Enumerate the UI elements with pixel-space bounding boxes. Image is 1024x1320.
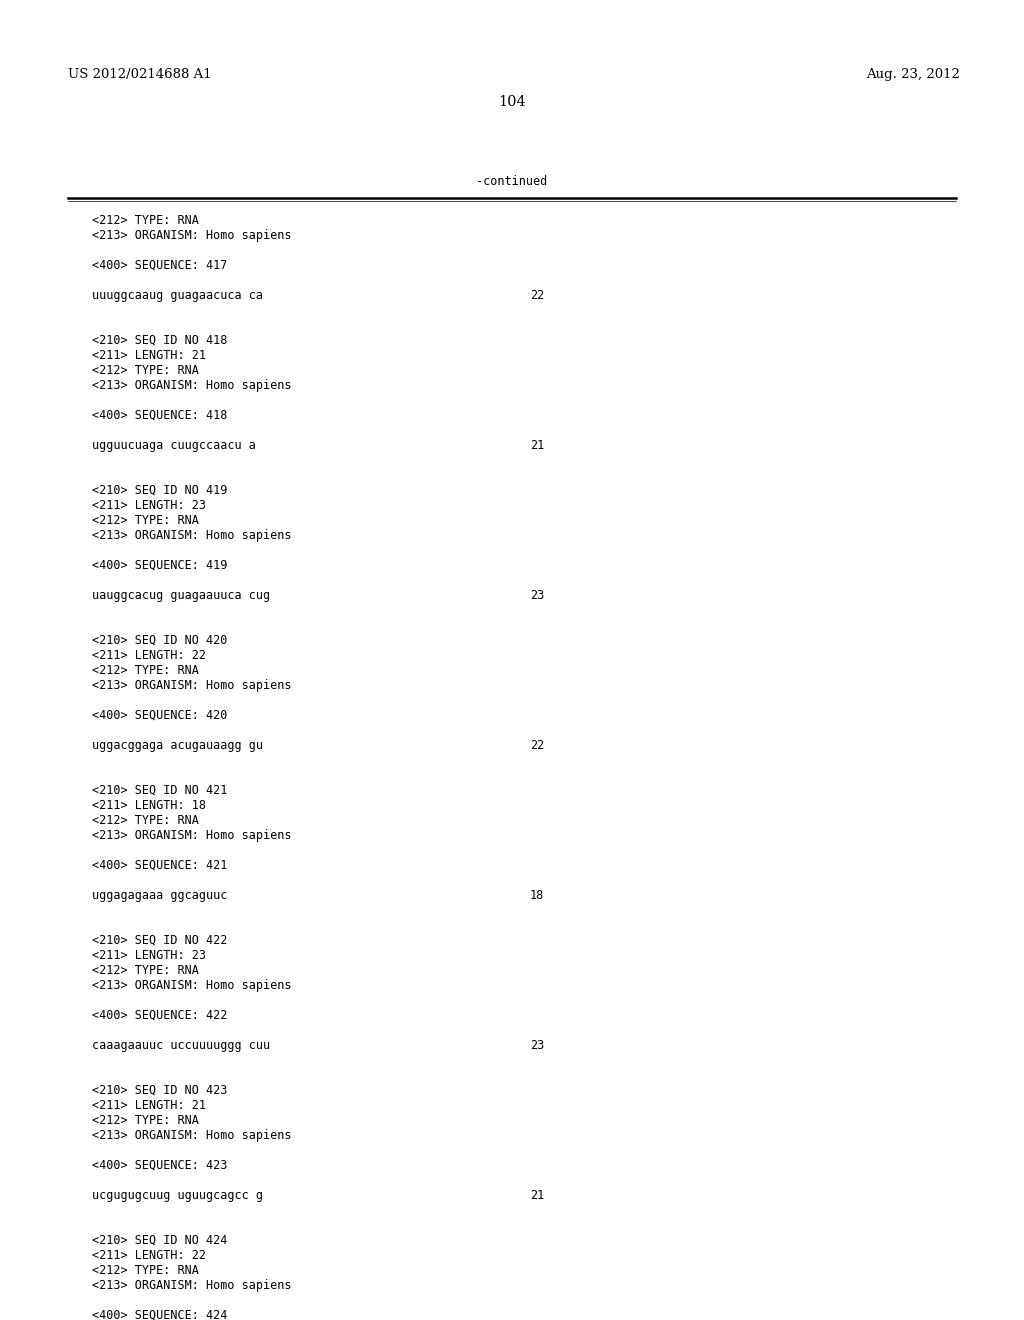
Text: <213> ORGANISM: Homo sapiens: <213> ORGANISM: Homo sapiens (92, 1279, 292, 1292)
Text: uuuggcaaug guagaacuca ca: uuuggcaaug guagaacuca ca (92, 289, 263, 302)
Text: 22: 22 (530, 739, 544, 752)
Text: <400> SEQUENCE: 423: <400> SEQUENCE: 423 (92, 1159, 227, 1172)
Text: <213> ORGANISM: Homo sapiens: <213> ORGANISM: Homo sapiens (92, 829, 292, 842)
Text: uggacggaga acugauaagg gu: uggacggaga acugauaagg gu (92, 739, 263, 752)
Text: <213> ORGANISM: Homo sapiens: <213> ORGANISM: Homo sapiens (92, 228, 292, 242)
Text: <212> TYPE: RNA: <212> TYPE: RNA (92, 1114, 199, 1127)
Text: Aug. 23, 2012: Aug. 23, 2012 (866, 69, 961, 81)
Text: <400> SEQUENCE: 424: <400> SEQUENCE: 424 (92, 1309, 227, 1320)
Text: <213> ORGANISM: Homo sapiens: <213> ORGANISM: Homo sapiens (92, 979, 292, 993)
Text: <400> SEQUENCE: 421: <400> SEQUENCE: 421 (92, 859, 227, 873)
Text: 21: 21 (530, 440, 544, 451)
Text: <400> SEQUENCE: 420: <400> SEQUENCE: 420 (92, 709, 227, 722)
Text: <210> SEQ ID NO 423: <210> SEQ ID NO 423 (92, 1084, 227, 1097)
Text: uggagagaaa ggcaguuc: uggagagaaa ggcaguuc (92, 888, 227, 902)
Text: <210> SEQ ID NO 421: <210> SEQ ID NO 421 (92, 784, 227, 797)
Text: <211> LENGTH: 23: <211> LENGTH: 23 (92, 949, 206, 962)
Text: <211> LENGTH: 22: <211> LENGTH: 22 (92, 1249, 206, 1262)
Text: US 2012/0214688 A1: US 2012/0214688 A1 (68, 69, 212, 81)
Text: <210> SEQ ID NO 422: <210> SEQ ID NO 422 (92, 935, 227, 946)
Text: <210> SEQ ID NO 424: <210> SEQ ID NO 424 (92, 1234, 227, 1247)
Text: <213> ORGANISM: Homo sapiens: <213> ORGANISM: Homo sapiens (92, 678, 292, 692)
Text: <400> SEQUENCE: 418: <400> SEQUENCE: 418 (92, 409, 227, 422)
Text: 18: 18 (530, 888, 544, 902)
Text: <211> LENGTH: 23: <211> LENGTH: 23 (92, 499, 206, 512)
Text: <211> LENGTH: 21: <211> LENGTH: 21 (92, 348, 206, 362)
Text: caaagaauuc uccuuuuggg cuu: caaagaauuc uccuuuuggg cuu (92, 1039, 270, 1052)
Text: 23: 23 (530, 1039, 544, 1052)
Text: <213> ORGANISM: Homo sapiens: <213> ORGANISM: Homo sapiens (92, 379, 292, 392)
Text: <213> ORGANISM: Homo sapiens: <213> ORGANISM: Homo sapiens (92, 1129, 292, 1142)
Text: <212> TYPE: RNA: <212> TYPE: RNA (92, 214, 199, 227)
Text: <213> ORGANISM: Homo sapiens: <213> ORGANISM: Homo sapiens (92, 529, 292, 543)
Text: <400> SEQUENCE: 422: <400> SEQUENCE: 422 (92, 1008, 227, 1022)
Text: <212> TYPE: RNA: <212> TYPE: RNA (92, 364, 199, 378)
Text: 21: 21 (530, 1189, 544, 1203)
Text: <212> TYPE: RNA: <212> TYPE: RNA (92, 664, 199, 677)
Text: <212> TYPE: RNA: <212> TYPE: RNA (92, 1265, 199, 1276)
Text: <212> TYPE: RNA: <212> TYPE: RNA (92, 964, 199, 977)
Text: <211> LENGTH: 18: <211> LENGTH: 18 (92, 799, 206, 812)
Text: 22: 22 (530, 289, 544, 302)
Text: <400> SEQUENCE: 417: <400> SEQUENCE: 417 (92, 259, 227, 272)
Text: ugguucuaga cuugccaacu a: ugguucuaga cuugccaacu a (92, 440, 256, 451)
Text: <211> LENGTH: 22: <211> LENGTH: 22 (92, 649, 206, 663)
Text: 104: 104 (498, 95, 526, 110)
Text: <210> SEQ ID NO 418: <210> SEQ ID NO 418 (92, 334, 227, 347)
Text: <400> SEQUENCE: 419: <400> SEQUENCE: 419 (92, 558, 227, 572)
Text: <210> SEQ ID NO 419: <210> SEQ ID NO 419 (92, 484, 227, 498)
Text: -continued: -continued (476, 176, 548, 187)
Text: ucgugugcuug uguugcagcc g: ucgugugcuug uguugcagcc g (92, 1189, 263, 1203)
Text: 23: 23 (530, 589, 544, 602)
Text: <211> LENGTH: 21: <211> LENGTH: 21 (92, 1100, 206, 1111)
Text: <212> TYPE: RNA: <212> TYPE: RNA (92, 513, 199, 527)
Text: uauggcacug guagaauuca cug: uauggcacug guagaauuca cug (92, 589, 270, 602)
Text: <212> TYPE: RNA: <212> TYPE: RNA (92, 814, 199, 828)
Text: <210> SEQ ID NO 420: <210> SEQ ID NO 420 (92, 634, 227, 647)
